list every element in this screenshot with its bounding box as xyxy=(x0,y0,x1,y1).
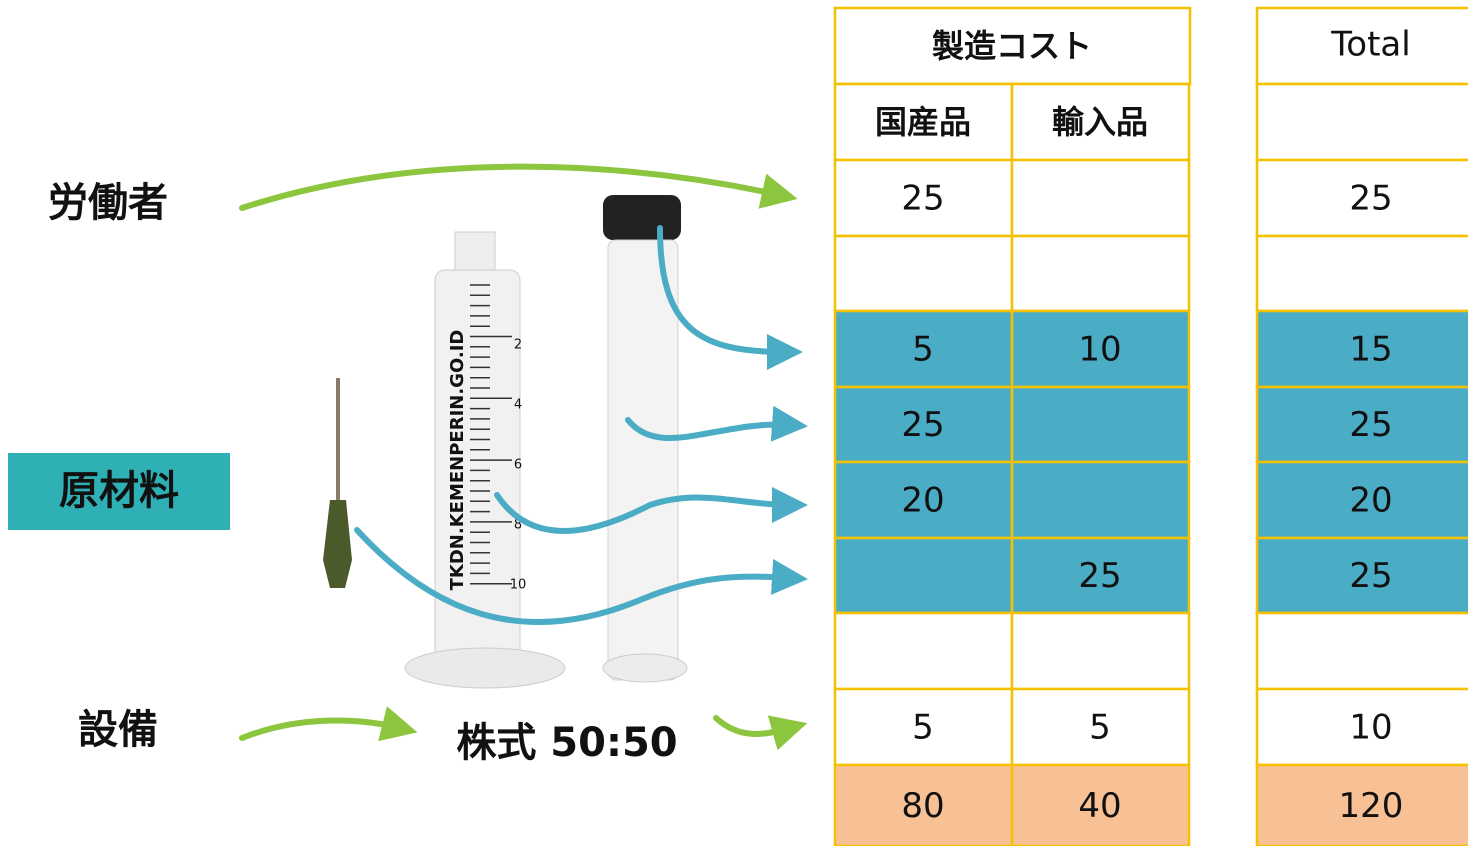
scale-label: 4 xyxy=(514,398,522,413)
scale-label: 8 xyxy=(514,518,522,533)
table-cell xyxy=(833,309,1014,389)
cost-table: 製造コスト Total 国産品 輸入品 25 25 5 10 15 25 25 20 20 25 25 5 5 1… xyxy=(833,6,1468,846)
table-cell xyxy=(833,234,1014,313)
plunger-base xyxy=(602,653,688,683)
syringe-flange xyxy=(404,647,566,689)
arrow xyxy=(239,163,798,211)
plunger xyxy=(607,239,679,681)
arrow xyxy=(354,527,808,626)
table-cell xyxy=(1255,309,1468,389)
table-cell xyxy=(1255,611,1468,691)
cost-value: 25 xyxy=(901,179,944,219)
table-cell xyxy=(1010,158,1191,238)
cost-value: 20 xyxy=(901,481,944,521)
cost-value: 40 xyxy=(1078,786,1121,826)
column-header: 国産品 xyxy=(875,103,971,141)
table-cell xyxy=(1010,82,1191,162)
label-shares: 株式 50:50 xyxy=(456,720,677,766)
total-value: 120 xyxy=(1339,786,1404,826)
table-cell xyxy=(1010,460,1191,540)
arrow xyxy=(494,486,808,534)
cost-value: 25 xyxy=(1078,556,1121,596)
syringe-tip xyxy=(454,231,496,273)
total-value: 25 xyxy=(1349,179,1392,219)
table-cell xyxy=(833,611,1014,691)
arrow xyxy=(239,706,418,742)
cost-value: 25 xyxy=(901,405,944,445)
total-title: Total xyxy=(1330,25,1410,65)
table-cell xyxy=(1010,763,1191,846)
table-cell xyxy=(1010,687,1191,767)
table-cell xyxy=(833,536,1014,615)
table-cell xyxy=(1255,763,1468,846)
materials-box xyxy=(8,453,230,530)
table-cell xyxy=(1255,158,1468,238)
label-equipment: 設備 xyxy=(78,707,158,753)
label-labor: 労働者 xyxy=(48,180,168,226)
table-cell xyxy=(1010,385,1191,464)
table-cell xyxy=(1255,234,1468,313)
table-cell xyxy=(1255,6,1468,86)
table-title: 製造コスト xyxy=(932,27,1092,65)
cost-value: 80 xyxy=(901,786,944,826)
table-cell xyxy=(1255,460,1468,540)
table-cell xyxy=(833,6,1192,86)
table-cell xyxy=(1010,536,1191,615)
cost-value: 5 xyxy=(1089,708,1111,748)
syringe-brand: TKDN.KEMENPERIN.GO.ID xyxy=(447,330,468,591)
syringe-scale: 2 4 6 8 10 xyxy=(470,284,527,593)
total-value: 25 xyxy=(1349,556,1392,596)
table-cell xyxy=(833,82,1014,162)
total-value: 25 xyxy=(1349,405,1392,445)
arrow xyxy=(713,715,808,751)
column-header: 輸入品 xyxy=(1052,103,1148,141)
cost-value: 5 xyxy=(912,330,934,370)
scale-label: 10 xyxy=(510,578,527,593)
table-cell xyxy=(1010,611,1191,691)
cost-value: 10 xyxy=(1078,330,1121,370)
arrow xyxy=(625,405,808,442)
cost-value: 5 xyxy=(912,708,934,748)
table-cell xyxy=(1010,309,1191,389)
table-cell xyxy=(1255,536,1468,615)
table-cell xyxy=(833,158,1014,238)
table-cell xyxy=(1255,385,1468,464)
scale-label: 2 xyxy=(514,338,522,353)
total-value: 20 xyxy=(1349,481,1392,521)
total-value: 15 xyxy=(1349,330,1392,370)
table-cell xyxy=(1255,687,1468,767)
plunger-stopper xyxy=(603,195,681,240)
needle-hub xyxy=(323,500,352,588)
label-materials: 原材料 xyxy=(59,468,179,514)
arrow xyxy=(657,225,803,370)
table-cell xyxy=(1255,82,1468,162)
scale-label: 6 xyxy=(514,458,522,473)
table-cell xyxy=(1010,234,1191,313)
total-value: 10 xyxy=(1349,708,1392,748)
